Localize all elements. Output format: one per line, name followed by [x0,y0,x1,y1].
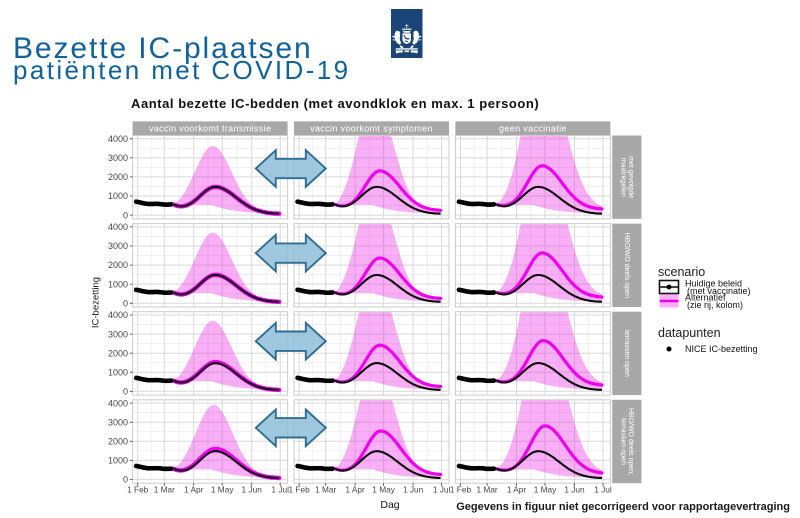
svg-text:datapunten: datapunten [658,326,721,340]
svg-text:1 Feb: 1 Feb [450,485,472,495]
svg-text:1 Mar: 1 Mar [154,485,175,495]
svg-text:terrassen open: terrassen open [619,418,626,465]
svg-text:1 Jul: 1 Jul [271,485,289,495]
svg-text:Gegevens in figuur niet gecorr: Gegevens in figuur niet gecorrigeerd voo… [456,501,790,513]
svg-text:NICE IC-bezetting: NICE IC-bezetting [685,344,758,354]
svg-text:1 Jun: 1 Jun [564,485,585,495]
svg-text:4000: 4000 [108,310,128,320]
svg-text:1 Jul: 1 Jul [433,485,451,495]
svg-text:2000: 2000 [108,437,128,447]
svg-text:(met vaccinatie): (met vaccinatie) [687,286,751,296]
svg-text:3000: 3000 [108,329,128,339]
svg-text:1000: 1000 [108,456,128,466]
svg-text:geen vaccinatie: geen vaccinatie [499,124,567,134]
svg-text:1 May: 1 May [372,485,395,495]
svg-text:vaccin voorkomt transmissie: vaccin voorkomt transmissie [149,124,271,134]
svg-text:1 Apr: 1 Apr [345,485,365,495]
svg-text:1 Apr: 1 Apr [507,485,527,495]
svg-text:3000: 3000 [108,241,128,251]
svg-text:1 Mar: 1 Mar [476,485,497,495]
svg-text:2000: 2000 [108,260,128,270]
svg-text:1 May: 1 May [211,485,234,495]
svg-text:Dag: Dag [380,499,399,511]
svg-text:(zie rij, kolom): (zie rij, kolom) [687,300,743,310]
svg-text:maatregelen: maatregelen [619,158,626,197]
svg-text:IC-bezetting: IC-bezetting [91,277,102,328]
svg-text:1 Feb: 1 Feb [127,485,149,495]
svg-text:Alternatief: Alternatief [685,293,726,303]
svg-text:3000: 3000 [108,417,128,427]
svg-text:1000: 1000 [108,367,128,377]
svg-text:2000: 2000 [108,172,128,182]
svg-text:Huidige beleid: Huidige beleid [685,279,742,289]
svg-text:Aantal bezette IC-bedden (met: Aantal bezette IC-bedden (met avondklok … [131,96,539,111]
svg-text:1000: 1000 [108,191,128,201]
svg-text:0: 0 [123,298,128,308]
svg-text:1000: 1000 [108,279,128,289]
svg-text:4000: 4000 [108,398,128,408]
svg-text:1 Apr: 1 Apr [184,485,204,495]
svg-text:4000: 4000 [108,134,128,144]
svg-text:0: 0 [123,475,128,485]
svg-text:1 Jul: 1 Jul [594,485,612,495]
svg-text:met gevolgde: met gevolgde [627,156,634,198]
svg-text:4000: 4000 [108,222,128,232]
svg-text:0: 0 [123,387,128,397]
svg-text:terrassen open: terrassen open [623,330,630,377]
svg-text:0: 0 [123,210,128,220]
svg-text:2000: 2000 [108,348,128,358]
svg-text:1 Jun: 1 Jun [403,485,424,495]
svg-text:HBO/WO deels open: HBO/WO deels open [623,233,630,298]
svg-text:HBO/WO deels open;: HBO/WO deels open; [627,408,634,475]
svg-text:1 Jun: 1 Jun [242,485,263,495]
svg-text:1 May: 1 May [534,485,557,495]
svg-text:1 Feb: 1 Feb [288,485,310,495]
svg-text:1 Mar: 1 Mar [315,485,336,495]
svg-text:scenario: scenario [658,265,705,279]
svg-text:vaccin voorkomt symptomen: vaccin voorkomt symptomen [310,124,433,134]
svg-text:3000: 3000 [108,153,128,163]
